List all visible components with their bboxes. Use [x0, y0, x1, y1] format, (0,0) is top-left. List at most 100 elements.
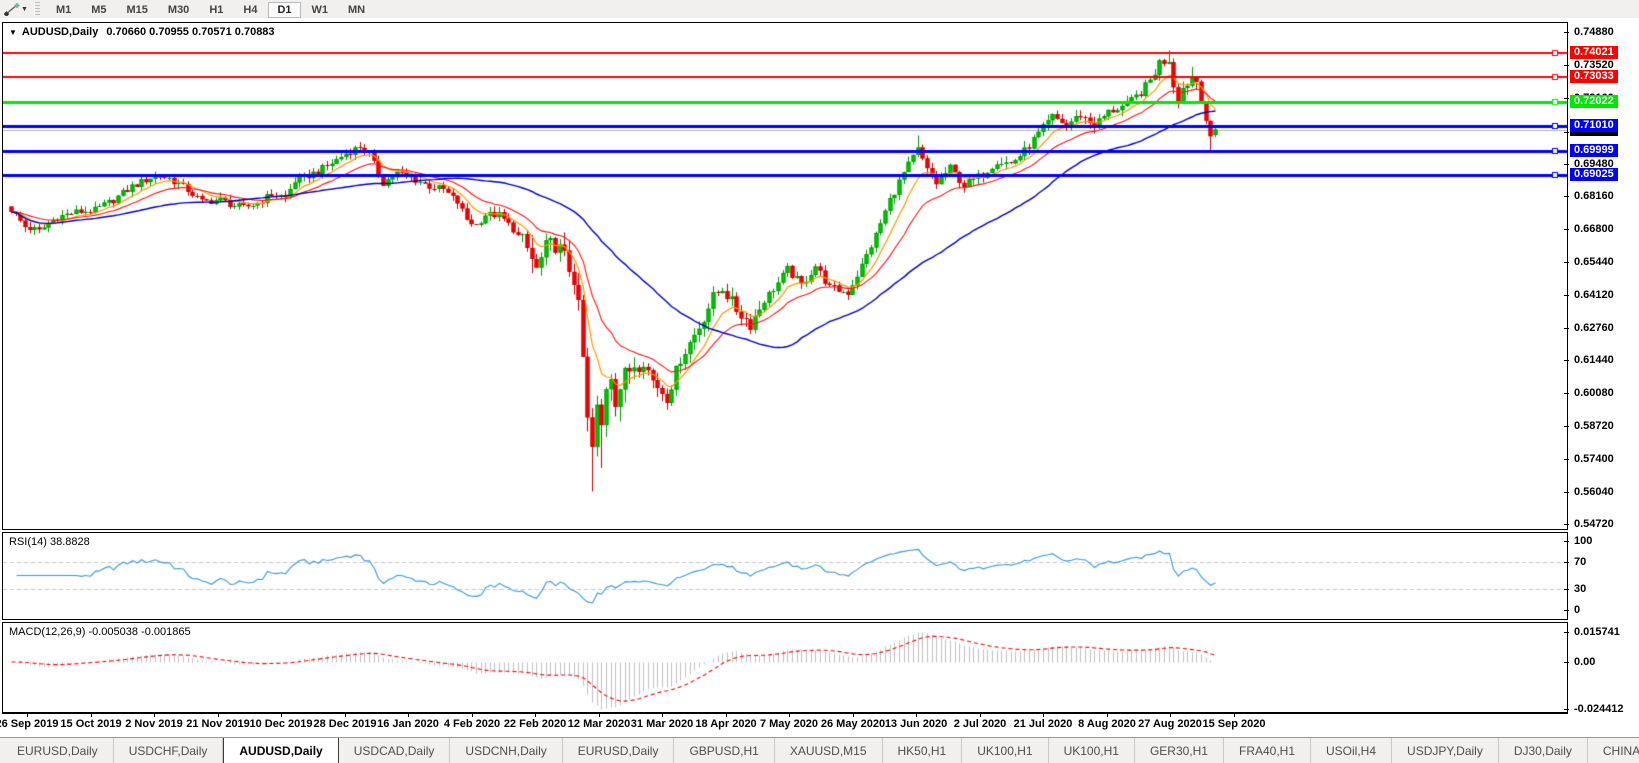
macd-title: MACD(12,26,9) -0.005038 -0.001865 — [9, 626, 191, 638]
date-axis-label: 31 Mar 2020 — [630, 718, 694, 730]
price-scale-tick — [1564, 662, 1569, 663]
timeframe-button-mn[interactable]: MN — [348, 4, 366, 16]
chart-tab-13[interactable]: USOil,H4 — [1311, 738, 1393, 763]
price-scale-tick — [1564, 541, 1569, 542]
date-axis-label: 26 Sep 2019 — [0, 718, 59, 730]
price-scale-tick — [1564, 492, 1569, 493]
price-scale-tick — [1564, 524, 1569, 525]
chart-title: ▼ AUDUSD,Daily 0.70660 0.70955 0.70571 0.7… — [9, 26, 275, 38]
chart-tab-15[interactable]: DJ30,Daily — [1499, 738, 1588, 763]
date-axis-label: 21 Jul 2020 — [1013, 718, 1073, 730]
macd-scale-label: -0.024412 — [1574, 703, 1624, 715]
chart-tab-10[interactable]: UK100,H1 — [1049, 738, 1135, 763]
main-chart-panel[interactable]: ▼ AUDUSD,Daily 0.70660 0.70955 0.70571 0.7… — [2, 22, 1568, 530]
date-axis-tick — [535, 713, 536, 717]
price-tick-label: 0.64120 — [1574, 289, 1614, 301]
date-axis-label: 2 Jul 2020 — [953, 718, 1007, 730]
chart-tab-4[interactable]: USDCNH,Daily — [450, 738, 563, 763]
price-scale-tick — [1564, 393, 1569, 394]
date-axis-label: 7 May 2020 — [759, 718, 819, 730]
date-axis-tick — [281, 713, 282, 717]
rsi-scale-label: 30 — [1574, 583, 1587, 595]
chart-tab-16[interactable]: CHINA300,H1 — [1588, 738, 1639, 763]
chart-tab-9[interactable]: UK100,H1 — [962, 738, 1049, 763]
timeframe-button-h4[interactable]: H4 — [243, 4, 258, 16]
chart-tab-0[interactable]: EURUSD,Daily — [2, 738, 114, 763]
chart-tab-8[interactable]: HK50,H1 — [883, 738, 963, 763]
date-axis-label: 12 Mar 2020 — [567, 718, 631, 730]
price-tick-label: 0.68160 — [1574, 190, 1614, 202]
rsi-scale-label: 0 — [1574, 604, 1581, 616]
date-axis-label: 28 Dec 2019 — [313, 718, 377, 730]
date-axis-label: 15 Sep 2020 — [1202, 718, 1266, 730]
chart-tab-2[interactable]: AUDUSD,Daily — [223, 738, 339, 763]
date-axis-label: 15 Oct 2019 — [60, 718, 122, 730]
date-axis-label: 4 Feb 2020 — [443, 718, 501, 730]
chart-tab-14[interactable]: USDJPY,Daily — [1392, 738, 1499, 763]
date-axis-tick — [599, 713, 600, 717]
timeframe-button-m30[interactable]: M30 — [167, 4, 190, 16]
price-tick-label: 0.66800 — [1574, 223, 1614, 235]
timeframe-button-h1[interactable]: H1 — [209, 4, 224, 16]
price-scale-tick — [1564, 98, 1569, 99]
date-axis-label: 10 Dec 2019 — [249, 718, 313, 730]
date-axis-tick — [980, 713, 981, 717]
macd-indicator-panel[interactable]: MACD(12,26,9) -0.005038 -0.001865 — [2, 622, 1568, 713]
price-scale-tick — [1564, 65, 1569, 66]
date-axis-label: 13 Jun 2020 — [884, 718, 948, 730]
chart-tab-3[interactable]: USDCAD,Daily — [339, 738, 451, 763]
chart-tab-1[interactable]: USDCHF,Daily — [114, 738, 224, 763]
hline-price-badge: 0.72022 — [1570, 95, 1618, 108]
date-axis-tick — [218, 713, 219, 717]
timeframe-button-m1[interactable]: M1 — [55, 4, 72, 16]
price-tick-label: 0.57400 — [1574, 453, 1614, 465]
chart-tab-11[interactable]: GER30,H1 — [1135, 738, 1224, 763]
price-scale-tick — [1564, 709, 1569, 710]
date-axis-label: 16 Jan 2020 — [377, 718, 439, 730]
price-scale-tick — [1564, 262, 1569, 263]
line-studies-icon[interactable] — [3, 2, 21, 16]
date-axis-tick — [408, 713, 409, 717]
price-tick-label: 0.61440 — [1574, 354, 1614, 366]
chart-tab-5[interactable]: EURUSD,Daily — [563, 738, 675, 763]
price-tick-label: 0.58720 — [1574, 420, 1614, 432]
tabbar-grip — [0, 738, 2, 763]
date-axis[interactable]: 26 Sep 2019 15 Oct 2019 2 Nov 2019 21 Nov 2… — [0, 713, 1568, 738]
timeframe-toolbar: ▼ M1 M5 M15 M30 H1 H4 D1 W1 MN — [0, 0, 1639, 19]
price-tick-label: 0.60080 — [1574, 387, 1614, 399]
rsi-indicator-panel[interactable]: RSI(14) 38.8828 — [2, 532, 1568, 620]
price-scale-tick — [1564, 32, 1569, 33]
toolbar-drag-grip[interactable] — [33, 2, 40, 16]
timeframe-button-m5[interactable]: M5 — [91, 4, 107, 16]
chart-title-caret-icon[interactable]: ▼ — [9, 28, 17, 37]
date-axis-tick — [662, 713, 663, 717]
macd-canvas[interactable] — [3, 623, 1567, 712]
date-axis-label: 26 May 2020 — [820, 718, 886, 730]
toolbar-caret-icon[interactable]: ▼ — [21, 5, 28, 13]
date-axis-tick — [472, 713, 473, 717]
price-scale-tick — [1564, 459, 1569, 460]
date-axis-tick — [1234, 713, 1235, 717]
hline-price-badge: 0.71010 — [1570, 119, 1618, 132]
rsi-canvas[interactable] — [3, 533, 1567, 619]
date-axis-tick — [345, 713, 346, 717]
chart-region: ▼ AUDUSD,Daily 0.70660 0.70955 0.70571 0.7… — [0, 18, 1639, 738]
price-scale-tick — [1564, 229, 1569, 230]
price-tick-label: 0.73520 — [1574, 59, 1614, 71]
chart-tab-12[interactable]: FRA40,H1 — [1224, 738, 1312, 763]
timeframe-button-m15[interactable]: M15 — [126, 4, 148, 16]
hline-price-badge: 0.74021 — [1570, 46, 1618, 59]
date-axis-tick — [789, 713, 790, 717]
candlestick-chart-canvas[interactable] — [3, 23, 1567, 529]
price-scale-tick — [1564, 196, 1569, 197]
price-tick-label: 0.65440 — [1574, 256, 1614, 268]
price-scale-tick — [1564, 610, 1569, 611]
chart-tab-7[interactable]: XAUUSD,M15 — [775, 738, 883, 763]
price-scale-tick — [1564, 426, 1569, 427]
timeframe-button-w1[interactable]: W1 — [311, 4, 329, 16]
timeframe-button-d1[interactable]: D1 — [268, 2, 301, 18]
date-axis-tick — [1043, 713, 1044, 717]
chart-tab-6[interactable]: GBPUSD,H1 — [674, 738, 775, 763]
price-scale-tick — [1564, 295, 1569, 296]
